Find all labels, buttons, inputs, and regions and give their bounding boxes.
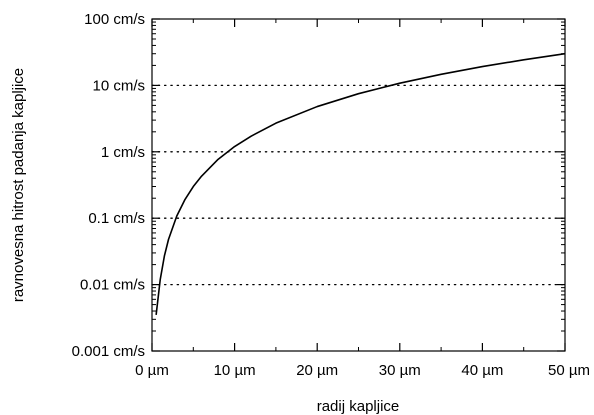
y-tick-label: 10 cm/s xyxy=(92,77,145,94)
x-tick-label: 50 µm xyxy=(548,362,590,379)
axis-ticks xyxy=(151,18,566,352)
x-axis-label: radij kapljice xyxy=(317,398,400,415)
grid-lines xyxy=(151,84,566,286)
y-tick-label: 0.1 cm/s xyxy=(88,210,145,227)
y-tick-label: 0.001 cm/s xyxy=(72,343,145,360)
x-tick-label: 40 µm xyxy=(461,362,503,379)
series-line xyxy=(155,52,566,315)
x-tick-label: 0 µm xyxy=(135,362,169,379)
tick-labels: 0.001 cm/s 0.01 cm/s 0.1 cm/s 1 cm/s 10 cm/s… xyxy=(72,11,590,379)
y-tick-label: 1 cm/s xyxy=(101,144,145,161)
plot-frame xyxy=(151,18,566,352)
y-axis-label: ravnovesna hitrost padanja kapljice xyxy=(10,68,27,302)
x-tick-label: 20 µm xyxy=(296,362,338,379)
series-group xyxy=(155,52,566,315)
x-tick-label: 30 µm xyxy=(379,362,421,379)
y-tick-label: 100 cm/s xyxy=(84,11,145,28)
y-tick-label: 0.01 cm/s xyxy=(80,277,145,294)
x-tick-label: 10 µm xyxy=(214,362,256,379)
